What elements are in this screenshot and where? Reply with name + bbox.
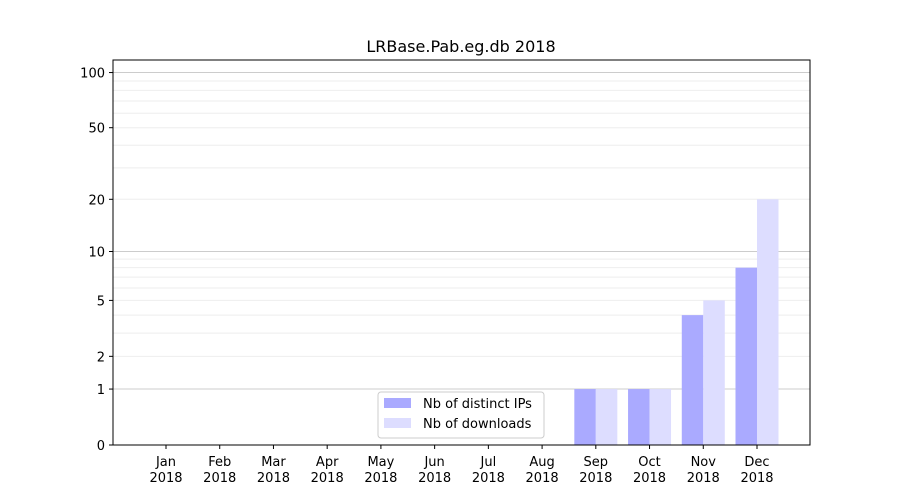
y-tick-label: 2 xyxy=(97,350,105,365)
x-tick-label: 2018 xyxy=(257,471,290,486)
bar-downloads xyxy=(649,389,672,445)
legend-swatch xyxy=(384,398,411,408)
y-tick-label: 10 xyxy=(88,245,105,260)
y-tick-label: 20 xyxy=(88,193,105,208)
x-tick-label: Apr xyxy=(316,455,339,470)
bar-downloads xyxy=(703,300,725,445)
y-tick-label: 1 xyxy=(97,383,105,398)
x-tick-label: May xyxy=(367,455,394,470)
bar-distinct-ips xyxy=(735,267,757,445)
y-tick-label: 0 xyxy=(97,439,105,454)
x-tick-label: Jun xyxy=(423,455,444,470)
bar-distinct-ips xyxy=(574,389,596,445)
plot-frame xyxy=(112,59,811,446)
x-tick-label: 2018 xyxy=(472,471,505,486)
x-tick-label: 2018 xyxy=(579,471,612,486)
y-tick-label: 100 xyxy=(80,67,105,82)
chart-title: LRBase.Pab.eg.db 2018 xyxy=(366,37,555,56)
legend: Nb of distinct IPs Nb of downloads xyxy=(377,391,545,439)
x-tick-label: 2018 xyxy=(311,471,344,486)
x-tick-label: Feb xyxy=(208,455,231,470)
legend-label: Nb of downloads xyxy=(423,417,532,432)
x-tick-label: Mar xyxy=(261,455,286,470)
legend-swatch xyxy=(384,418,411,428)
x-tick-label: 2018 xyxy=(687,471,720,486)
bar-distinct-ips xyxy=(681,315,704,445)
x-tick-label: 2018 xyxy=(418,471,451,486)
x-tick-label: 2018 xyxy=(149,471,182,486)
bar-downloads xyxy=(595,389,618,445)
y-tick-label: 50 xyxy=(88,122,105,137)
x-tick-label: Nov xyxy=(691,455,717,470)
x-tick-label: 2018 xyxy=(364,471,397,486)
legend-box xyxy=(377,391,545,439)
x-tick-label: 2018 xyxy=(740,471,773,486)
x-tick-label: Jul xyxy=(480,455,497,470)
x-tick-label: Jan xyxy=(155,455,176,470)
x-tick-label: 2018 xyxy=(203,471,236,486)
bar-distinct-ips xyxy=(628,389,650,445)
x-tick-label: Aug xyxy=(529,455,554,470)
y-tick-label: 5 xyxy=(97,294,105,309)
x-tick-label: 2018 xyxy=(526,471,559,486)
legend-label: Nb of distinct IPs xyxy=(423,397,532,412)
x-tick-label: 2018 xyxy=(633,471,666,486)
bar-downloads xyxy=(757,199,779,445)
x-tick-label: Dec xyxy=(744,455,769,470)
x-tick-label: Sep xyxy=(584,455,609,470)
x-tick-label: Oct xyxy=(638,455,660,470)
